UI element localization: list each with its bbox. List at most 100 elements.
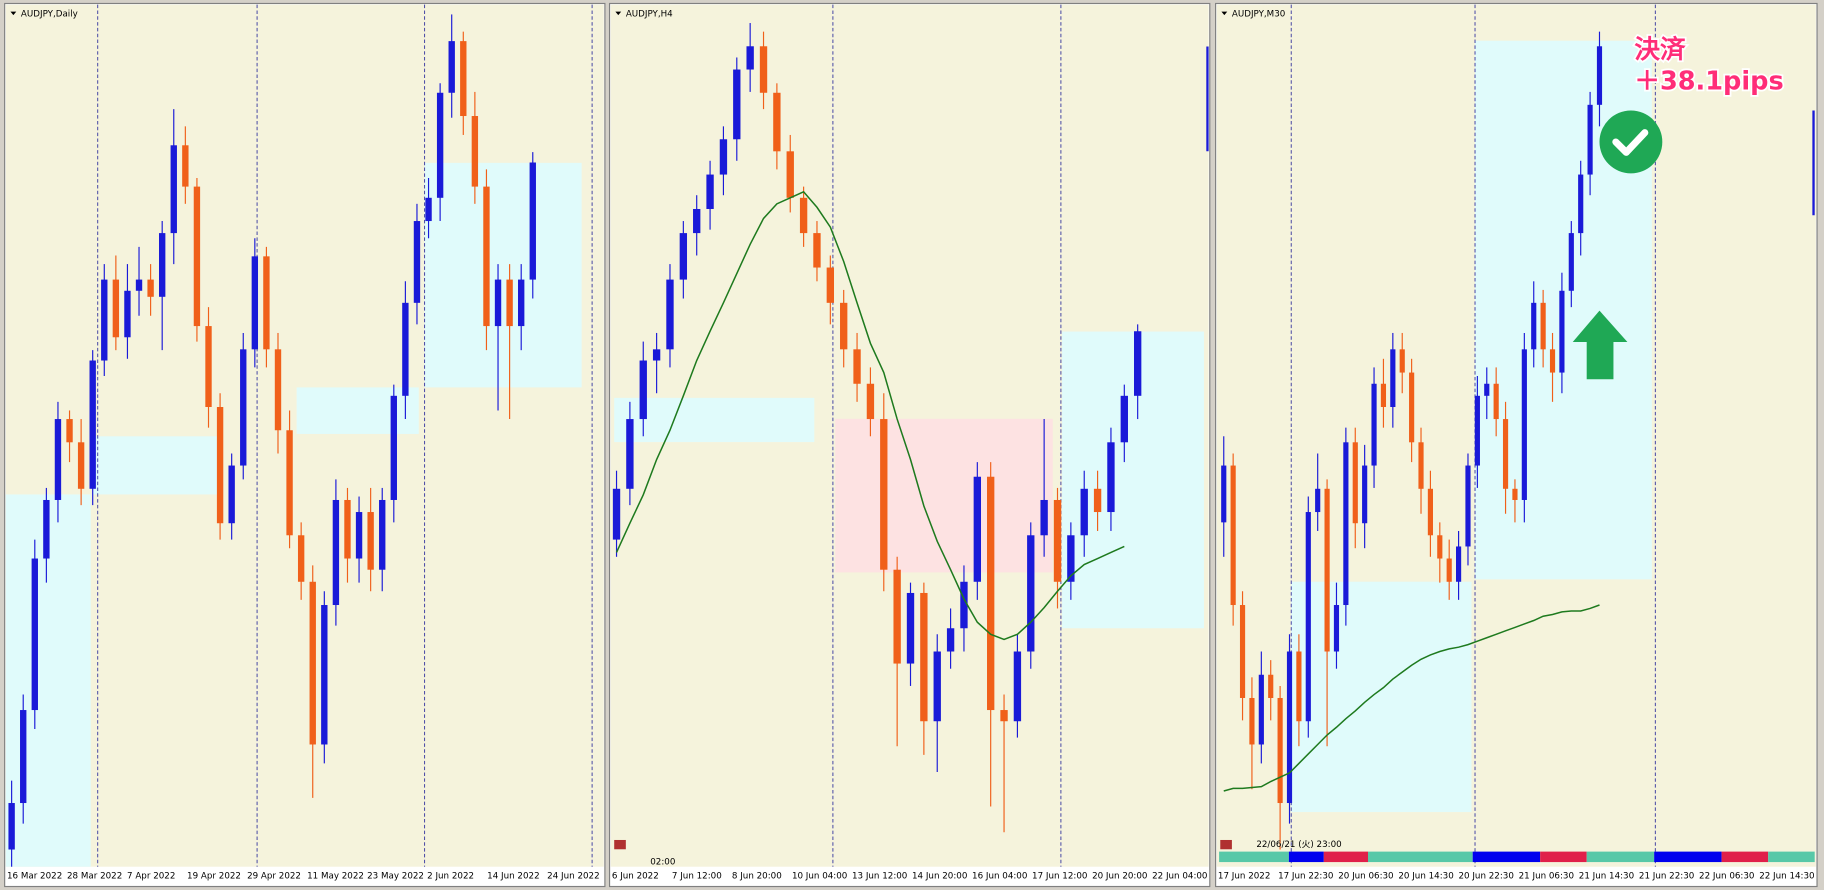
candle-body xyxy=(906,592,915,664)
toolbar-icon xyxy=(614,839,626,850)
candle-body xyxy=(1427,488,1433,536)
x-axis-label: 22 Jun 14:30 xyxy=(1759,871,1814,881)
zone-box xyxy=(93,436,222,495)
candle-body xyxy=(1456,546,1462,582)
x-axis-label: 17 Jun 12:00 xyxy=(1032,871,1087,881)
x-axis-label: 22 Jun 06:30 xyxy=(1699,871,1754,881)
candle-body xyxy=(933,651,941,722)
candle-body xyxy=(719,139,728,175)
candle-body xyxy=(402,302,409,396)
candle-body xyxy=(112,279,120,338)
candle-body xyxy=(1277,697,1283,804)
candle-body xyxy=(436,92,444,198)
candle-body xyxy=(612,488,621,540)
candle-body xyxy=(367,512,374,570)
x-axis-label: 28 Mar 2022 xyxy=(67,871,122,881)
x-axis-label: 20 Jun 06:30 xyxy=(1338,871,1393,881)
candle-body xyxy=(8,803,15,850)
candle-body xyxy=(1268,674,1274,698)
session-strip xyxy=(1768,851,1815,863)
candle-body xyxy=(483,186,490,327)
candle-body xyxy=(960,581,968,629)
candle-body xyxy=(529,162,536,280)
x-axis-label: 22 Jun 04:00 xyxy=(1152,871,1207,881)
candle-body xyxy=(1230,465,1236,606)
candle-body xyxy=(20,710,27,804)
zone-box xyxy=(424,162,582,388)
candle-body xyxy=(460,41,467,117)
candle-body xyxy=(693,208,701,234)
x-axis-label: 7 Jun 12:00 xyxy=(672,871,722,881)
candle-body xyxy=(309,581,316,745)
x-axis-label: 8 Jun 20:00 xyxy=(732,871,782,881)
candle-body xyxy=(1568,233,1574,291)
candle-body xyxy=(1512,488,1518,500)
candle-body xyxy=(286,430,293,536)
chart-area xyxy=(5,4,604,867)
up-arrow xyxy=(1572,310,1628,380)
x-axis-label: 11 May 2022 xyxy=(307,871,364,881)
candle-body xyxy=(193,186,201,327)
session-strip xyxy=(1721,851,1769,863)
candle-body xyxy=(1093,488,1102,513)
candle-body xyxy=(182,145,189,187)
candle-body xyxy=(1286,651,1293,804)
candle-body xyxy=(853,349,861,384)
candle-body xyxy=(274,349,282,431)
x-axis-label: 19 Apr 2022 xyxy=(187,871,241,881)
title-arrow xyxy=(615,11,622,16)
candle-body xyxy=(1343,442,1349,606)
candle-body xyxy=(355,512,363,559)
candle-body xyxy=(518,279,525,327)
candle-body xyxy=(425,197,432,222)
candle-body xyxy=(666,279,674,350)
candle-body xyxy=(31,558,38,711)
candle-body xyxy=(77,442,85,489)
candle-body xyxy=(759,46,768,93)
candle-body xyxy=(920,592,928,722)
candle-body xyxy=(170,145,177,234)
candle-body xyxy=(413,221,421,303)
x-axis-label: 21 Jun 06:30 xyxy=(1519,871,1574,881)
session-strip xyxy=(1288,851,1324,863)
candle-body xyxy=(147,279,154,297)
candle-body xyxy=(1437,535,1443,559)
candle-body xyxy=(1221,465,1227,523)
candle-body xyxy=(813,233,821,268)
candle-body xyxy=(1080,488,1088,536)
candle-body xyxy=(626,419,634,489)
chart-title: AUDJPY,Daily xyxy=(21,9,78,19)
x-axis-label: 2 Jun 2022 xyxy=(427,871,474,881)
candle-body xyxy=(1549,349,1556,373)
x-axis-label: 10 Jun 04:00 xyxy=(792,871,847,881)
candle-body xyxy=(1446,558,1452,582)
candle-body xyxy=(240,349,247,466)
candle-body xyxy=(344,499,351,559)
x-axis-label: 7 Apr 2022 xyxy=(127,871,175,881)
check-mark xyxy=(1612,129,1649,156)
zone-box xyxy=(296,387,419,434)
x-axis-label: 16 Jun 04:00 xyxy=(972,871,1027,881)
candle-body xyxy=(321,605,328,745)
annotation-title: 決済 xyxy=(1634,34,1686,65)
candle-body xyxy=(1333,605,1340,652)
candle-body xyxy=(1296,651,1302,722)
moving-average xyxy=(615,190,1125,641)
candle-body xyxy=(826,267,835,303)
candle-body xyxy=(494,279,502,327)
candle-body xyxy=(43,499,50,559)
x-axis-label: 21 Jun 14:30 xyxy=(1579,871,1634,881)
candle-body xyxy=(263,256,270,350)
candle-body xyxy=(1465,465,1471,547)
candle-body xyxy=(1474,395,1480,466)
candle-body xyxy=(159,233,166,297)
candle-body xyxy=(746,46,754,70)
candle-body xyxy=(1371,383,1377,466)
candle-body xyxy=(840,302,848,350)
candle-body xyxy=(332,499,340,606)
candle-body xyxy=(1531,302,1537,350)
candle-body xyxy=(205,326,212,408)
candle-body xyxy=(506,279,513,327)
candle-body xyxy=(1249,697,1255,745)
zone-box xyxy=(835,418,1053,573)
